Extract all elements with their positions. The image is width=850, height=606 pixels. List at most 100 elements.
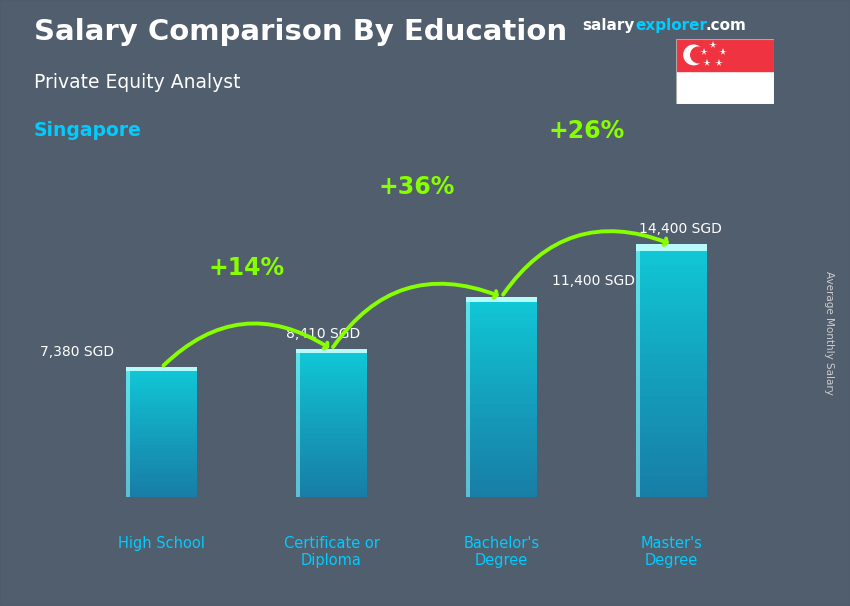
Bar — [466, 381, 537, 384]
Bar — [296, 355, 367, 357]
Bar — [636, 367, 707, 371]
Text: 7,380 SGD: 7,380 SGD — [40, 345, 114, 359]
Bar — [296, 425, 367, 428]
Bar — [126, 484, 197, 486]
Bar — [126, 454, 197, 456]
Bar — [296, 480, 367, 482]
Bar — [296, 357, 367, 359]
Bar — [296, 350, 367, 353]
Bar — [636, 484, 707, 488]
Bar — [296, 416, 367, 418]
Text: +14%: +14% — [208, 256, 285, 280]
Bar — [676, 39, 774, 71]
Bar — [126, 406, 197, 408]
Bar — [296, 433, 367, 436]
Bar — [126, 428, 197, 430]
Bar — [126, 435, 197, 436]
Bar — [466, 340, 537, 344]
Text: High School: High School — [118, 536, 205, 550]
Bar — [296, 485, 367, 487]
Bar — [296, 391, 367, 394]
Bar — [466, 461, 537, 464]
Bar — [126, 441, 197, 443]
Bar — [466, 450, 537, 453]
Bar — [636, 400, 707, 404]
Bar — [636, 463, 707, 467]
Bar — [126, 396, 197, 398]
Bar — [466, 333, 537, 337]
Bar — [296, 478, 367, 480]
Bar — [636, 253, 707, 257]
Bar — [466, 297, 470, 497]
Text: Singapore: Singapore — [34, 121, 142, 140]
Bar — [126, 450, 197, 451]
Bar — [296, 445, 367, 448]
Bar — [296, 428, 367, 430]
Bar — [296, 386, 367, 388]
Bar — [126, 387, 197, 389]
Bar — [126, 408, 197, 411]
Bar — [296, 376, 367, 379]
Bar — [296, 438, 367, 441]
Bar — [466, 434, 537, 437]
Bar — [636, 257, 707, 261]
Bar — [636, 307, 707, 311]
Bar — [636, 471, 707, 476]
Bar — [296, 467, 367, 470]
Bar — [296, 404, 367, 406]
Bar — [636, 480, 707, 484]
Bar — [296, 350, 367, 352]
Bar — [636, 383, 707, 387]
Bar — [126, 462, 197, 465]
Bar — [636, 316, 707, 320]
Bar — [126, 385, 197, 387]
Bar — [296, 406, 367, 408]
Bar — [636, 278, 707, 282]
Bar — [636, 244, 707, 251]
Bar — [466, 394, 537, 397]
Bar — [466, 353, 537, 357]
Bar — [126, 451, 197, 454]
Bar — [296, 364, 367, 367]
Bar — [126, 426, 197, 428]
Bar — [126, 413, 197, 415]
Bar — [126, 473, 197, 475]
Bar — [126, 467, 197, 469]
Bar — [466, 424, 537, 427]
Bar — [466, 440, 537, 444]
Bar — [126, 456, 197, 458]
Text: Private Equity Analyst: Private Equity Analyst — [34, 73, 241, 92]
Bar — [636, 328, 707, 333]
Bar — [636, 430, 707, 434]
Bar — [466, 330, 537, 333]
Bar — [636, 274, 707, 278]
Bar — [296, 359, 367, 362]
Bar — [636, 391, 707, 396]
Bar — [466, 373, 537, 377]
Bar — [466, 417, 537, 421]
Bar — [296, 492, 367, 494]
Bar — [466, 313, 537, 317]
Bar — [126, 371, 197, 374]
Bar — [126, 478, 197, 480]
Bar — [466, 350, 537, 354]
Bar — [466, 384, 537, 387]
Bar — [126, 465, 197, 467]
Bar — [466, 407, 537, 410]
Text: 8,410 SGD: 8,410 SGD — [286, 327, 360, 341]
Bar — [126, 424, 197, 426]
Bar — [466, 390, 537, 394]
Bar — [296, 394, 367, 396]
Bar — [636, 434, 707, 438]
Bar — [296, 470, 367, 472]
Bar — [636, 341, 707, 345]
Bar — [636, 291, 707, 295]
Bar — [636, 387, 707, 391]
Bar — [296, 465, 367, 467]
Bar — [296, 396, 367, 399]
Bar — [296, 352, 367, 355]
Bar — [126, 482, 197, 484]
Bar — [636, 320, 707, 324]
Bar — [296, 388, 367, 391]
Bar — [126, 439, 197, 441]
